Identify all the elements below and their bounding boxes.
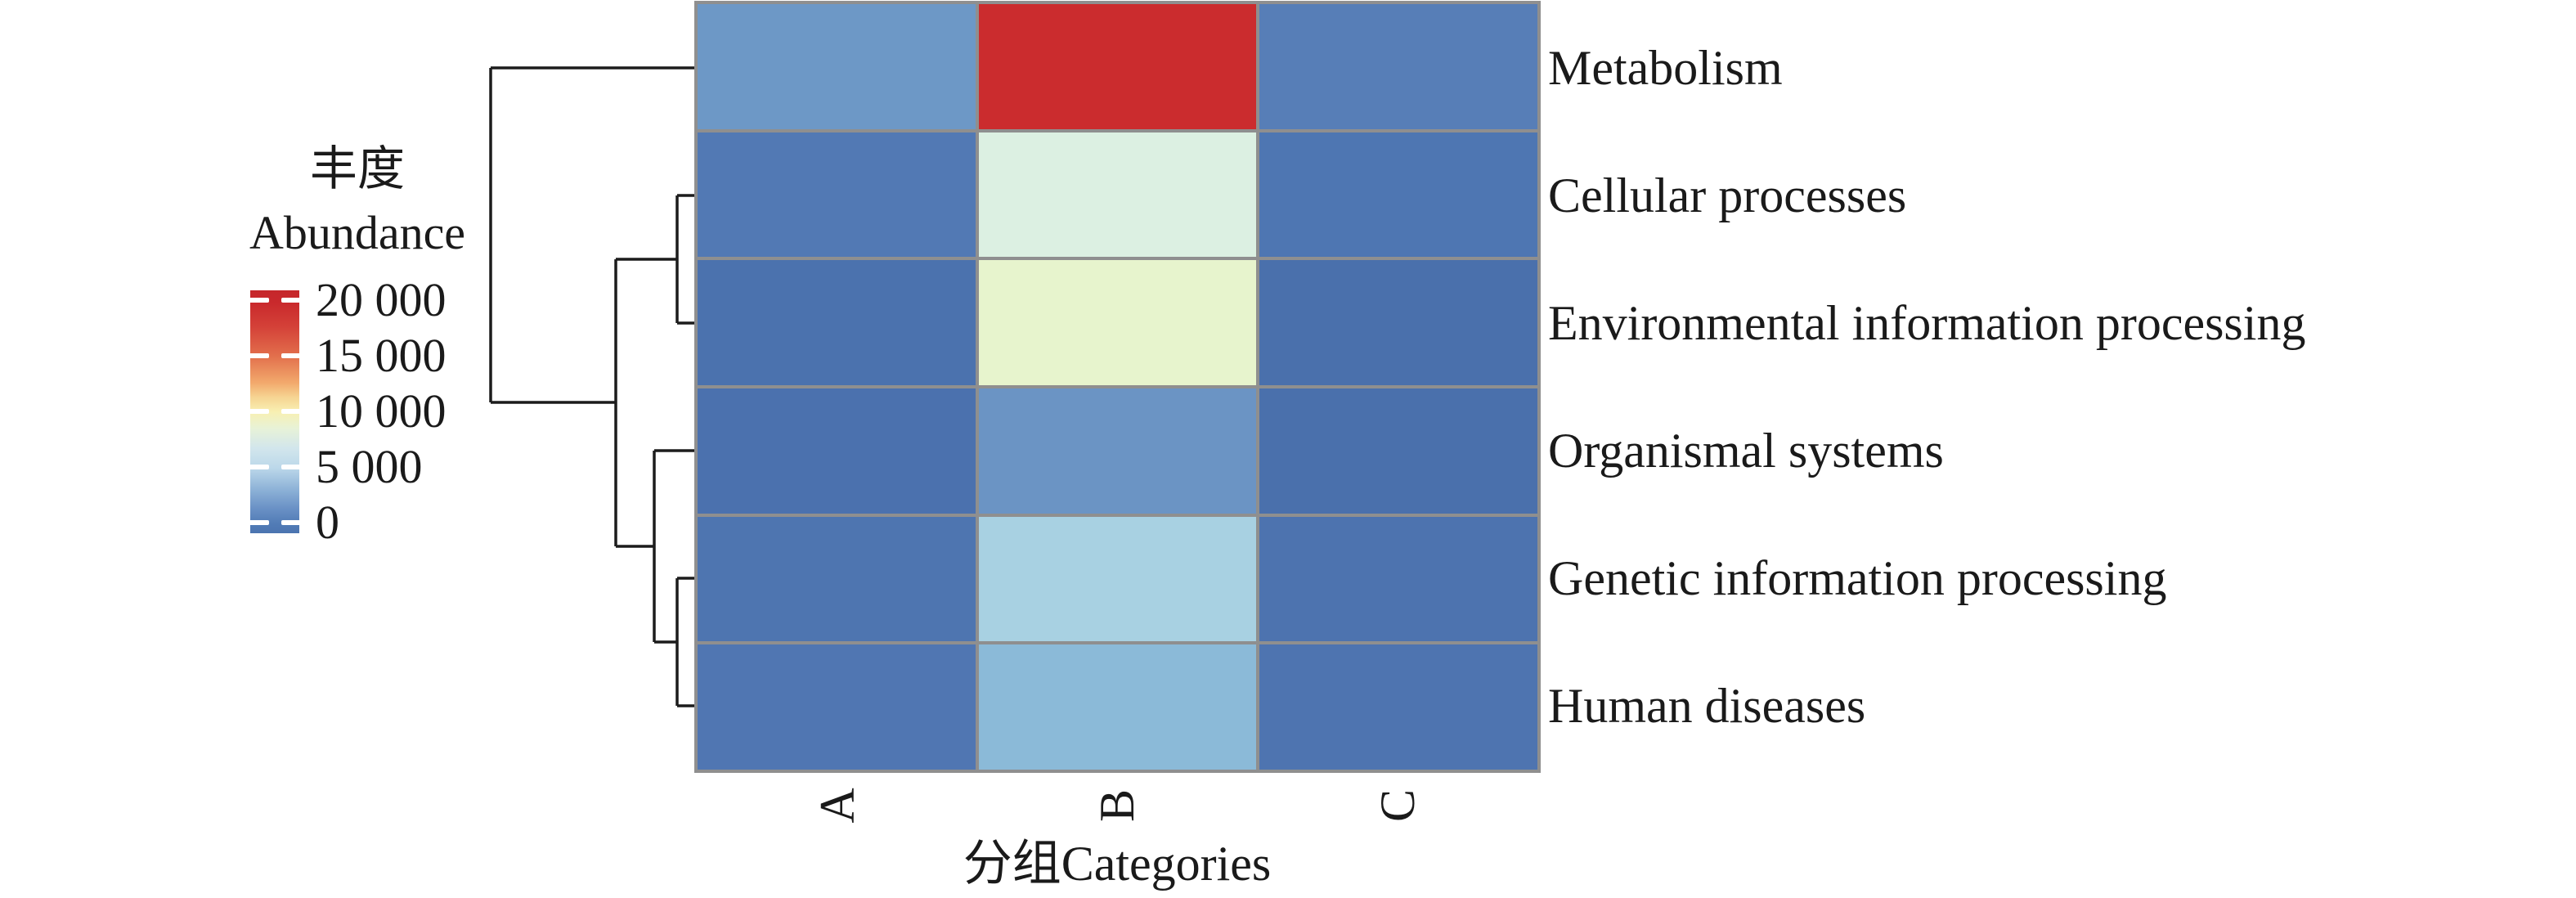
legend-tick-label: 20 000 <box>316 273 447 326</box>
heatmap-grid <box>694 1 1541 773</box>
heatmap-cell-Environmental information processing-B <box>978 260 1257 385</box>
row-label: Human diseases <box>1548 679 1866 733</box>
colorbar-tick-dash <box>248 298 269 303</box>
colorbar-tick-dash <box>281 520 303 525</box>
legend-title-english: Abundance <box>249 206 466 259</box>
heatmap-cell-Human diseases-A <box>698 644 976 770</box>
heatmap-cell-Genetic information processing-A <box>698 516 976 642</box>
heatmap-cell-Human diseases-B <box>978 644 1257 770</box>
heatmap-cell-Metabolism-A <box>698 4 976 129</box>
heatmap-cell-Organismal systems-C <box>1259 388 1537 514</box>
colorbar-tick-dash <box>281 465 303 469</box>
colorbar-tick-dash <box>248 409 269 414</box>
row-label: Metabolism <box>1548 41 1783 95</box>
legend-tick-label: 0 <box>316 496 339 549</box>
colorbar-tick-dash <box>281 353 303 358</box>
legend-tick-label: 10 000 <box>316 384 447 438</box>
legend-title-chinese: 丰度 <box>309 142 405 195</box>
column-label: C <box>1371 788 1425 823</box>
heatmap-cell-Organismal systems-A <box>698 388 976 514</box>
heatmap-cell-Organismal systems-B <box>978 388 1257 514</box>
x-axis-title: 分组Categories <box>963 837 1272 891</box>
heatmap-cell-Environmental information processing-A <box>698 260 976 385</box>
heatmap-cell-Metabolism-B <box>978 4 1257 129</box>
heatmap-cell-Cellular processes-A <box>698 132 976 258</box>
column-label: A <box>810 788 864 824</box>
row-label: Organismal systems <box>1548 424 1944 478</box>
row-label: Environmental information processing <box>1548 296 2306 350</box>
heatmap-cell-Environmental information processing-C <box>1259 260 1537 385</box>
colorbar-tick-dash <box>248 465 269 469</box>
heatmap-cell-Human diseases-C <box>1259 644 1537 770</box>
heatmap-cell-Cellular processes-B <box>978 132 1257 258</box>
colorbar-tick-dash <box>281 298 303 303</box>
heatmap-cell-Cellular processes-C <box>1259 132 1537 258</box>
row-label: Cellular processes <box>1548 168 1907 222</box>
colorbar-tick-dash <box>248 353 269 358</box>
colorbar-tick-dash <box>248 520 269 525</box>
heatmap-cell-Metabolism-C <box>1259 4 1537 129</box>
legend-tick-label: 5 000 <box>316 440 423 493</box>
colorbar-tick-dash <box>281 409 303 414</box>
row-label: Genetic information processing <box>1548 551 2167 605</box>
column-label: B <box>1090 788 1144 823</box>
legend-tick-label: 15 000 <box>316 329 447 382</box>
heatmap-cell-Genetic information processing-C <box>1259 516 1537 642</box>
heatmap-cell-Genetic information processing-B <box>978 516 1257 642</box>
